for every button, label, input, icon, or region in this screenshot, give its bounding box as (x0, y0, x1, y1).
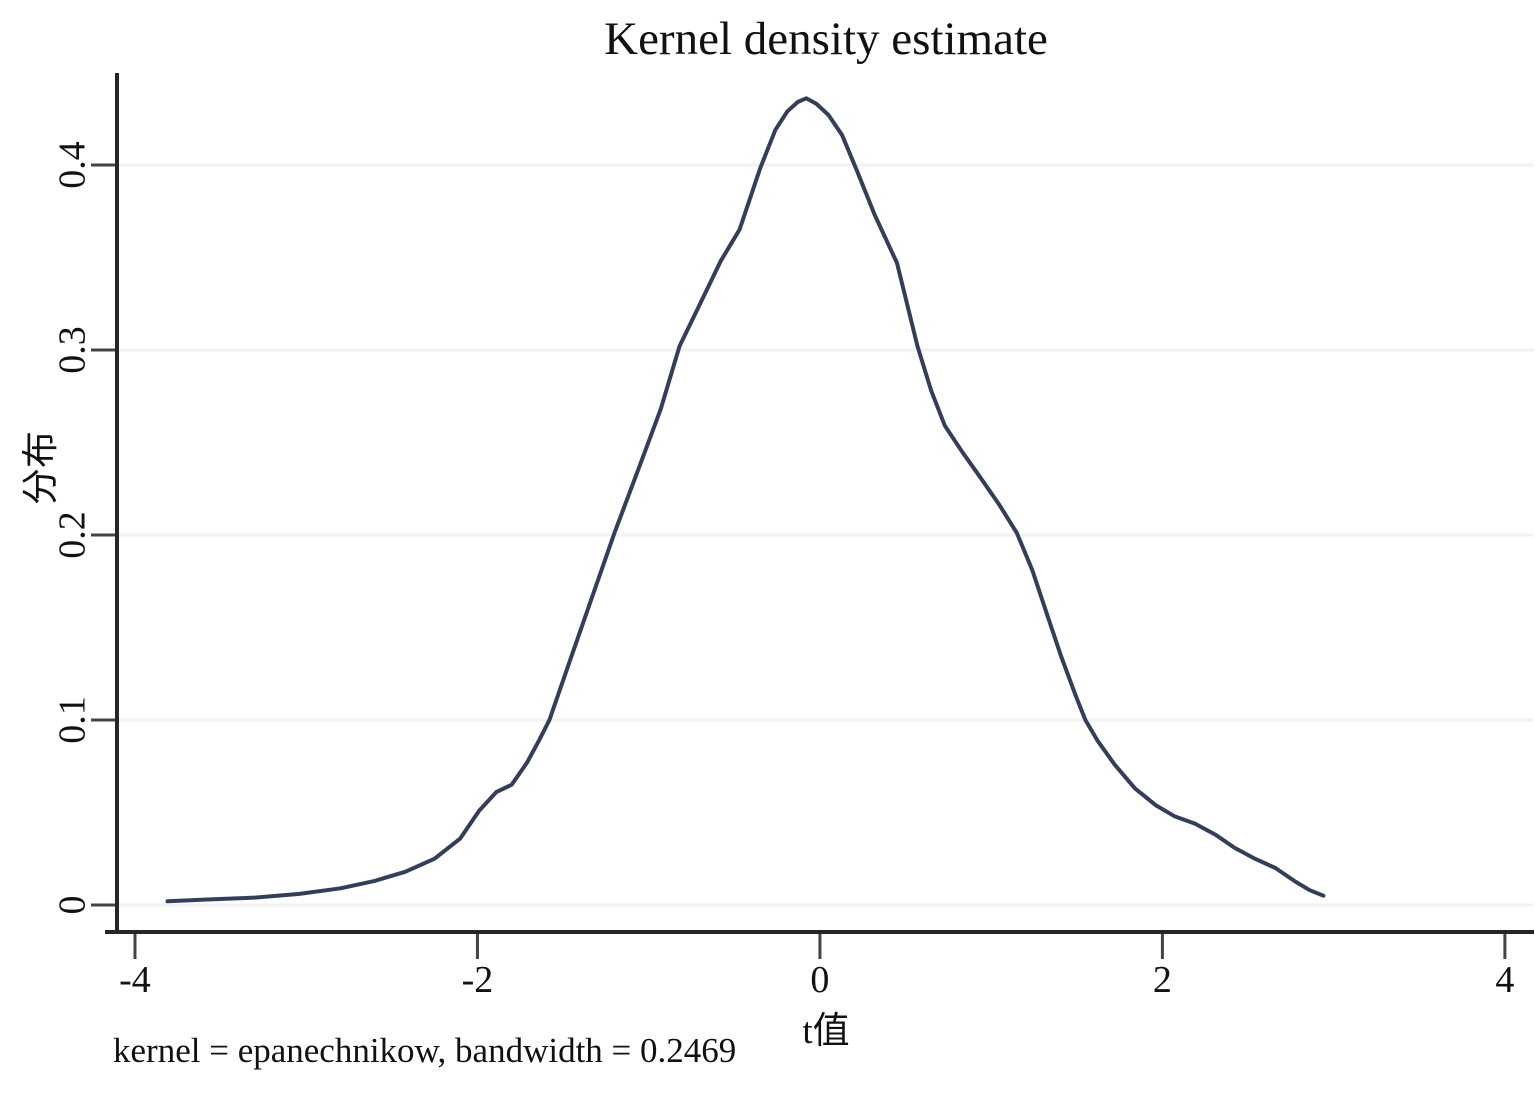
chart-title: Kernel density estimate (604, 13, 1048, 65)
x-tick-label: 2 (1153, 959, 1172, 1001)
kernel-footnote: kernel = epanechnikow, bandwidth = 0.246… (113, 1031, 737, 1070)
tick-labels: -4 -2 0 2 4 0 0.1 0.2 0.3 0.4 (52, 141, 1515, 1001)
x-tick-label: -4 (119, 959, 151, 1001)
gridlines (119, 163, 1534, 907)
x-tick-label: -2 (462, 959, 494, 1001)
x-axis-title: t值 (802, 1011, 850, 1052)
tick-marks (91, 163, 1507, 959)
y-tick-label: 0.4 (52, 141, 94, 189)
y-tick-label: 0.2 (52, 511, 94, 559)
density-curve (165, 96, 1326, 904)
axes (105, 73, 1534, 934)
y-tick-label: 0.1 (52, 696, 94, 744)
x-tick-label: 0 (810, 959, 829, 1001)
x-tick-label: 4 (1495, 959, 1514, 1001)
y-tick-label: 0 (52, 895, 94, 914)
y-tick-label: 0.3 (52, 326, 94, 374)
kernel-density-line (165, 96, 1326, 904)
